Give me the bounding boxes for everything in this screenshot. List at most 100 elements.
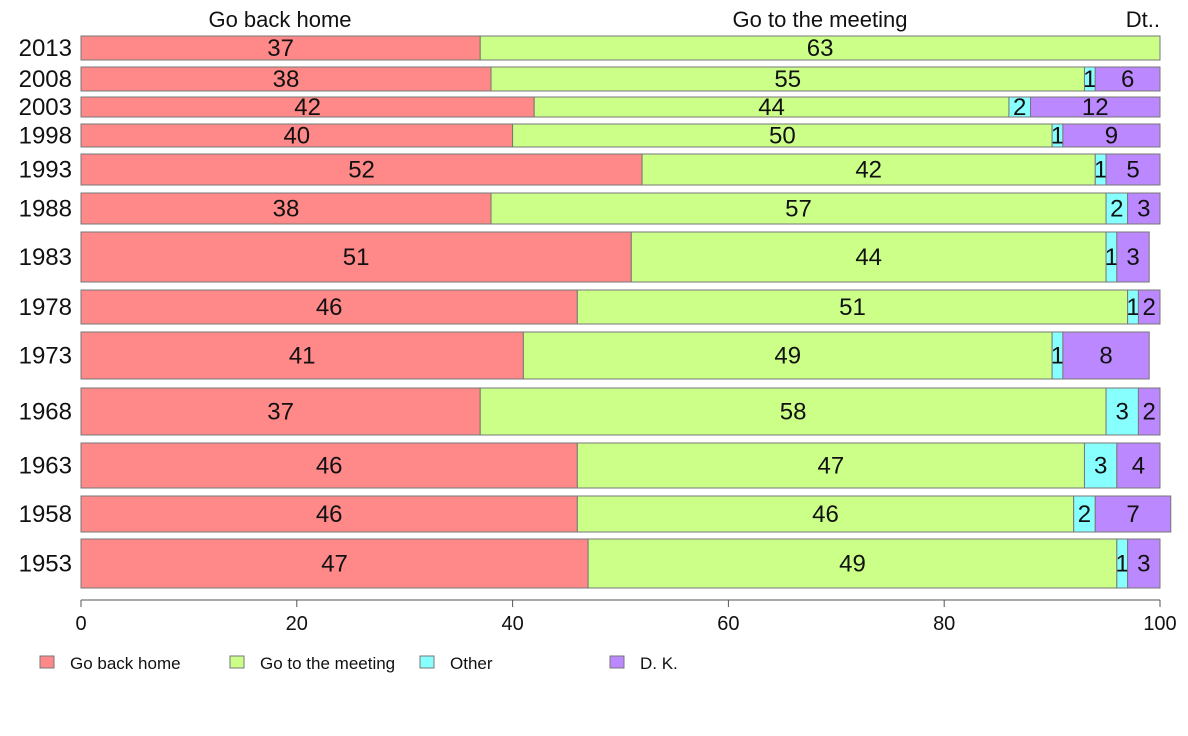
legend-item: D. K.: [609, 654, 678, 673]
legend-swatch: [229, 655, 245, 669]
bar-row: 1973 41 49 1 8: [19, 331, 1150, 380]
bar-row: 1958 46 46 2 7: [19, 495, 1172, 533]
year-label: 1953: [19, 551, 72, 578]
bar-segment: [80, 495, 578, 533]
tick-label: 60: [717, 613, 739, 635]
bar-segment: [1127, 538, 1161, 589]
data-label: 12: [1082, 94, 1109, 121]
data-label: 52: [348, 157, 375, 184]
data-label: 51: [839, 294, 866, 321]
data-label: 38: [273, 66, 300, 93]
bar-row: 2003 42 44 2 12: [19, 94, 1161, 121]
tick-label: 20: [286, 613, 308, 635]
data-label: 5: [1126, 157, 1139, 184]
bar-row: 2013 37 63: [19, 35, 1161, 62]
legend-label: Go to the meeting: [260, 654, 395, 673]
data-label: 1: [1116, 551, 1129, 578]
tick-label: 40: [501, 613, 523, 635]
bar-segment: [1127, 192, 1161, 225]
bar-segment: [1116, 231, 1150, 283]
data-label: 3: [1137, 196, 1150, 223]
tick-label: 100: [1143, 613, 1176, 635]
bar-segment: [80, 231, 632, 283]
bar-segment: [80, 66, 492, 92]
bar-segment: [490, 192, 1107, 225]
bar-segment: [80, 387, 481, 436]
data-label: 3: [1094, 453, 1107, 480]
data-label: 47: [321, 551, 348, 578]
bar-segment: [1137, 289, 1161, 325]
data-label: 1: [1083, 66, 1096, 93]
year-label: 1983: [19, 244, 72, 271]
bar-row: 1953 47 49 1 3: [19, 538, 1161, 589]
bar-row: 1978 46 51 1 2: [19, 289, 1161, 325]
data-label: 2: [1110, 196, 1123, 223]
bar-segment: [587, 538, 1118, 589]
legend-swatch: [419, 655, 435, 669]
data-label: 37: [267, 35, 294, 62]
column-headers: Go back home Go to the meeting Dt..: [208, 7, 1160, 32]
data-label: 2: [1143, 399, 1156, 426]
bar-segment: [522, 331, 1053, 380]
data-label: 1: [1094, 157, 1107, 184]
bar-row: 1983 51 44 1 3: [19, 231, 1150, 283]
data-label: 57: [785, 196, 812, 223]
legend: Go back home Go to the meeting Other D. K.: [39, 654, 678, 673]
data-label: 46: [812, 501, 839, 528]
bar-segment: [1137, 387, 1161, 436]
data-label: 6: [1121, 66, 1134, 93]
bar-segment: [80, 538, 589, 589]
data-label: 46: [316, 501, 343, 528]
data-label: 51: [343, 244, 370, 271]
bar-segment: [1030, 96, 1161, 118]
bar-segment: [80, 35, 481, 61]
year-label: 1988: [19, 196, 72, 223]
bar-segment: [576, 289, 1129, 325]
data-label: 46: [316, 294, 343, 321]
legend-label: Go back home: [70, 654, 181, 673]
bar-segment: [1062, 123, 1161, 148]
bar-segment: [1094, 495, 1172, 533]
bar-row: 1998 40 50 1 9: [19, 123, 1161, 150]
bar-segment: [576, 495, 1075, 533]
bar-segment: [1116, 442, 1161, 489]
data-label: 40: [283, 123, 310, 150]
data-label: 44: [758, 94, 785, 121]
data-label: 3: [1116, 399, 1129, 426]
data-label: 4: [1132, 453, 1145, 480]
bar-segment: [630, 231, 1107, 283]
legend-item: Go to the meeting: [229, 654, 395, 673]
year-label: 1978: [19, 294, 72, 321]
data-label: 63: [807, 35, 834, 62]
data-label: 3: [1126, 244, 1139, 271]
data-label: 2: [1078, 501, 1091, 528]
data-label: 47: [818, 453, 845, 480]
data-label: 44: [855, 244, 882, 271]
legend-item: Other: [419, 654, 493, 673]
bar-row: 1988 38 57 2 3: [19, 192, 1161, 225]
year-label: 1998: [19, 123, 72, 150]
data-label: 1: [1051, 123, 1064, 150]
year-label: 1973: [19, 343, 72, 370]
bar-row: 1993 52 42 1 5: [19, 153, 1161, 186]
bar-segment: [1105, 153, 1161, 186]
legend-swatch: [39, 655, 55, 669]
legend-swatch: [609, 655, 625, 669]
bar-row: 2008 38 55 1 6: [19, 66, 1161, 93]
data-label: 3: [1137, 551, 1150, 578]
year-label: 1993: [19, 157, 72, 184]
data-label: 38: [273, 196, 300, 223]
data-label: 2: [1013, 94, 1026, 121]
data-label: 42: [855, 157, 882, 184]
data-label: 1: [1126, 294, 1139, 321]
legend-label: Other: [450, 654, 493, 673]
bar-row: 1963 46 47 3 4: [19, 442, 1161, 489]
data-label: 41: [289, 343, 316, 370]
bar-segment: [1083, 442, 1118, 489]
legend-item: Go back home: [39, 654, 181, 673]
data-label: 50: [769, 123, 796, 150]
bar-segment: [641, 153, 1096, 186]
data-label: 7: [1126, 501, 1139, 528]
year-label: 1958: [19, 501, 72, 528]
